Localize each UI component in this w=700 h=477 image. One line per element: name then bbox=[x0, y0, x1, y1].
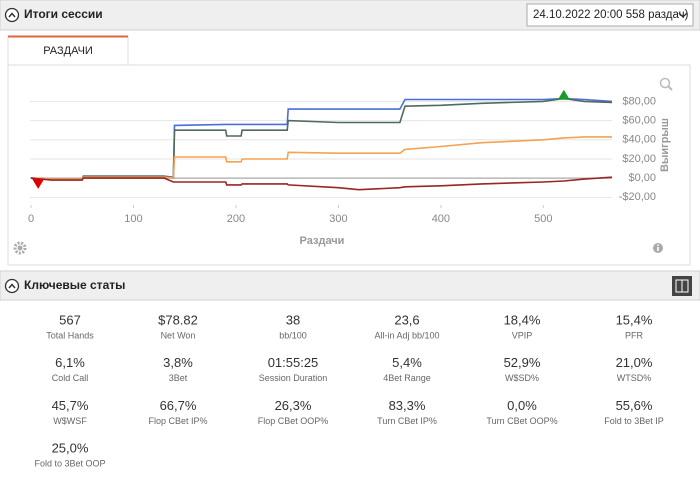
stat-value: 567 bbox=[59, 312, 81, 327]
series-line bbox=[30, 97, 613, 180]
stat-value: 23,6 bbox=[394, 312, 419, 327]
collapse-caret bbox=[8, 283, 16, 289]
y-tick-label: $20,00 bbox=[622, 153, 656, 165]
stat-label: WTSD% bbox=[617, 373, 652, 383]
stat-label: Session Duration bbox=[259, 373, 328, 383]
collapse-caret bbox=[8, 12, 16, 18]
chart-panel bbox=[7, 64, 691, 266]
stat-label: Total Hands bbox=[46, 330, 94, 340]
plot: -$20,00 $0,00 $20,00 $40,00 $60,00 $80,00 0 100… bbox=[28, 89, 656, 225]
session-title: Итоги сессии bbox=[24, 7, 103, 21]
collapse-icon[interactable] bbox=[4, 7, 20, 23]
y-tick-label: $80,00 bbox=[622, 95, 656, 107]
stat-value: 6,1% bbox=[55, 355, 85, 370]
stat-label: 3Bet bbox=[169, 373, 188, 383]
stat-value: 25,0% bbox=[52, 441, 89, 456]
settings-icon[interactable] bbox=[13, 241, 27, 255]
y-tick-label: $40,00 bbox=[622, 134, 656, 146]
x-axis-label: Раздачи bbox=[300, 235, 345, 247]
extreme-marker bbox=[32, 178, 45, 189]
extreme-marker bbox=[557, 89, 570, 100]
stat-label: Turn CBet OOP% bbox=[486, 416, 557, 426]
stat-label: Flop CBet OOP% bbox=[258, 416, 329, 426]
stat-label: Cold Call bbox=[52, 373, 89, 383]
info-icon[interactable] bbox=[653, 243, 663, 253]
stat-value: 45,7% bbox=[52, 398, 89, 413]
x-tick-label: 500 bbox=[534, 213, 552, 225]
tab-label: РАЗДАЧИ bbox=[43, 45, 93, 57]
stats-grid: 567 Total Hands $78.82 Net Won 38 bb/100 23,6 A… bbox=[34, 312, 663, 468]
y-tick-label: $0,00 bbox=[628, 172, 656, 184]
stat-value: 66,7% bbox=[160, 398, 197, 413]
collapse-icon[interactable] bbox=[4, 278, 20, 294]
stat-label: 4Bet Range bbox=[383, 373, 431, 383]
x-tick-label: 200 bbox=[227, 213, 245, 225]
zoom-icon[interactable] bbox=[659, 77, 673, 91]
stats-title: Ключевые статы bbox=[24, 278, 125, 292]
x-tick-label: 0 bbox=[28, 213, 34, 225]
session-select: 24.10.2022 20:00 558 раздач) bbox=[533, 9, 689, 21]
y-tick-label: -$20,00 bbox=[619, 191, 656, 203]
session-dropdown[interactable] bbox=[526, 3, 694, 27]
series-line bbox=[30, 176, 613, 191]
stat-label: PFR bbox=[625, 330, 644, 340]
stat-value: 18,4% bbox=[504, 312, 541, 327]
stats-header bbox=[0, 270, 700, 301]
stat-label: W$WSF bbox=[53, 416, 87, 426]
stat-value: 83,3% bbox=[389, 398, 426, 413]
stat-value: 38 bbox=[286, 312, 300, 327]
x-tick-label: 300 bbox=[329, 213, 347, 225]
x-tick-label: 100 bbox=[124, 213, 142, 225]
stat-value: 52,9% bbox=[504, 355, 541, 370]
stat-label: bb/100 bbox=[279, 330, 307, 340]
stat-label: Net Won bbox=[161, 330, 196, 340]
stat-label: Fold to 3Bet IP bbox=[604, 416, 664, 426]
dropdown-arrow bbox=[678, 12, 688, 18]
x-tick-label: 400 bbox=[432, 213, 450, 225]
stat-value: 0,0% bbox=[507, 398, 537, 413]
stat-value: 01:55:25 bbox=[268, 355, 319, 370]
y-axis-label: Выигрыш bbox=[659, 118, 671, 172]
stat-label: Turn CBet IP% bbox=[377, 416, 437, 426]
stat-label: Flop CBet IP% bbox=[148, 416, 207, 426]
stat-value: 15,4% bbox=[616, 312, 653, 327]
y-tick-label: $60,00 bbox=[622, 115, 656, 127]
stat-value: 26,3% bbox=[275, 398, 312, 413]
stat-value: 21,0% bbox=[616, 355, 653, 370]
stat-label: All-in Adj bb/100 bbox=[374, 330, 439, 340]
stat-label: Fold to 3Bet OOP bbox=[34, 458, 105, 468]
stat-value: 3,8% bbox=[163, 355, 193, 370]
stat-label: VPIP bbox=[512, 330, 533, 340]
stat-value: 55,6% bbox=[616, 398, 653, 413]
series-line bbox=[30, 136, 612, 180]
stat-label: W$SD% bbox=[505, 373, 539, 383]
stat-value: $78.82 bbox=[158, 312, 198, 327]
stat-value: 5,4% bbox=[392, 355, 422, 370]
